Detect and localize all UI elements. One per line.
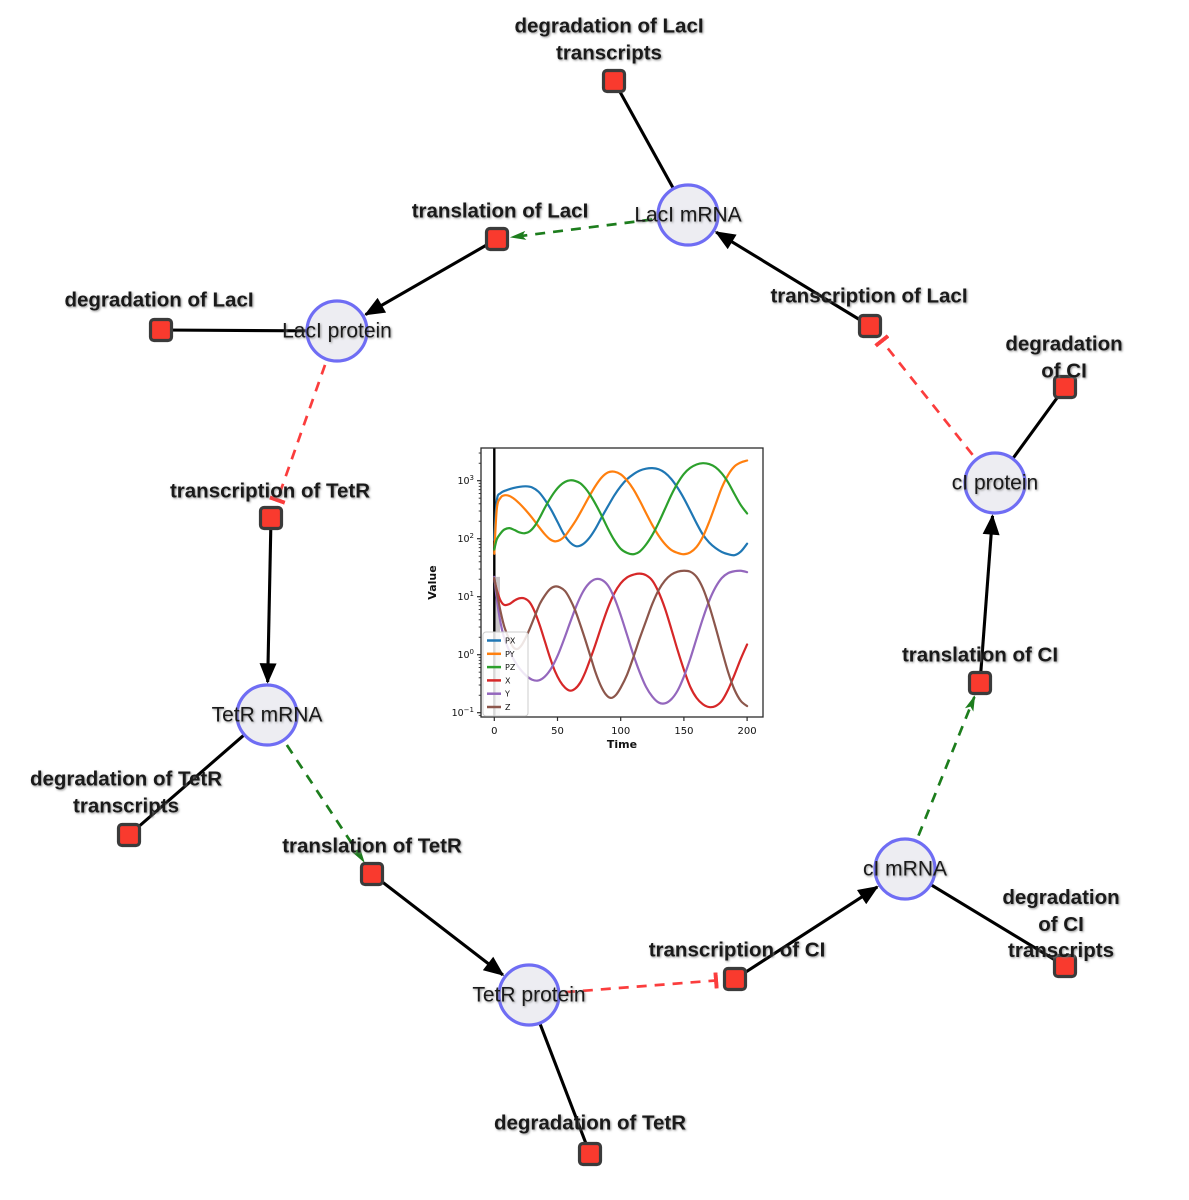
edge-ci-protein-to-transcription-of-laci <box>874 334 997 484</box>
chart-background <box>425 435 780 770</box>
reaction-node-degradation-of-laci[interactable] <box>148 317 174 343</box>
series-line-X <box>493 572 749 709</box>
reaction-node-transcription-of-ci[interactable] <box>722 966 748 992</box>
x-tick-label: 100 <box>611 726 630 737</box>
legend-entry-X: X <box>505 676 511 685</box>
reaction-node-translation-of-ci[interactable] <box>967 670 993 696</box>
edge-translation-of-laci-to-laci-protein <box>364 237 498 316</box>
legend-entry-PY: PY <box>505 650 515 659</box>
x-tick-label: 50 <box>551 726 564 737</box>
reaction-node-degradation-of-ci-transcripts[interactable] <box>1052 953 1078 979</box>
edge-laci-protein-to-transcription-of-tetr <box>269 330 339 505</box>
legend-entry-PX: PX <box>505 637 516 646</box>
species-node-tetr-protein[interactable] <box>497 963 561 1027</box>
edge-tetr-mrna-to-translation-of-tetr <box>265 714 365 864</box>
x-tick-label: 0 <box>491 726 497 737</box>
reaction-node-transcription-of-tetr[interactable] <box>258 505 284 531</box>
chart-frame <box>480 447 764 718</box>
edge-transcription-of-ci-to-ci-mrna <box>734 885 879 981</box>
x-axis-label: Time <box>607 738 637 751</box>
reaction-node-transcription-of-laci[interactable] <box>857 313 883 339</box>
edge-transcription-of-tetr-to-tetr-mrna <box>259 517 277 684</box>
edge-translation-of-tetr-to-tetr-protein <box>371 872 505 977</box>
reaction-node-translation-of-tetr[interactable] <box>359 861 385 887</box>
x-tick-label: 200 <box>738 726 757 737</box>
reaction-node-translation-of-laci[interactable] <box>484 226 510 252</box>
edge-laci-mrna-to-translation-of-laci <box>509 213 689 240</box>
edge-transcription-of-laci-to-laci-mrna <box>714 230 871 328</box>
x-tick-label: 150 <box>674 726 693 737</box>
edge-tetr-protein-to-transcription-of-ci <box>528 972 719 997</box>
series-line-PY <box>493 459 749 556</box>
legend-entry-Z: Z <box>505 703 511 712</box>
species-node-ci-protein[interactable] <box>963 451 1027 515</box>
species-node-ci-mrna[interactable] <box>873 837 937 901</box>
reaction-node-degradation-of-ci[interactable] <box>1052 374 1078 400</box>
species-node-tetr-mrna[interactable] <box>235 683 299 747</box>
reaction-node-degradation-of-tetr-transcripts[interactable] <box>116 822 142 848</box>
y-axis-label: Value <box>426 565 439 599</box>
chart-legend: PX PY PZ XYZ <box>482 631 529 717</box>
reaction-node-degradation-of-tetr[interactable] <box>577 1141 603 1167</box>
legend-entry-PZ: PZ <box>505 663 516 672</box>
series-line-PZ <box>493 462 749 556</box>
edge-ci-mrna-to-translation-of-ci <box>903 695 976 870</box>
edge-translation-of-ci-to-ci-protein <box>978 514 1000 684</box>
species-node-laci-mrna[interactable] <box>656 183 720 247</box>
legend-entry-Y: Y <box>504 690 510 699</box>
nodes-layer <box>116 68 1078 1167</box>
species-node-laci-protein[interactable] <box>305 299 369 363</box>
reaction-node-degradation-of-laci-transcripts[interactable] <box>601 68 627 94</box>
